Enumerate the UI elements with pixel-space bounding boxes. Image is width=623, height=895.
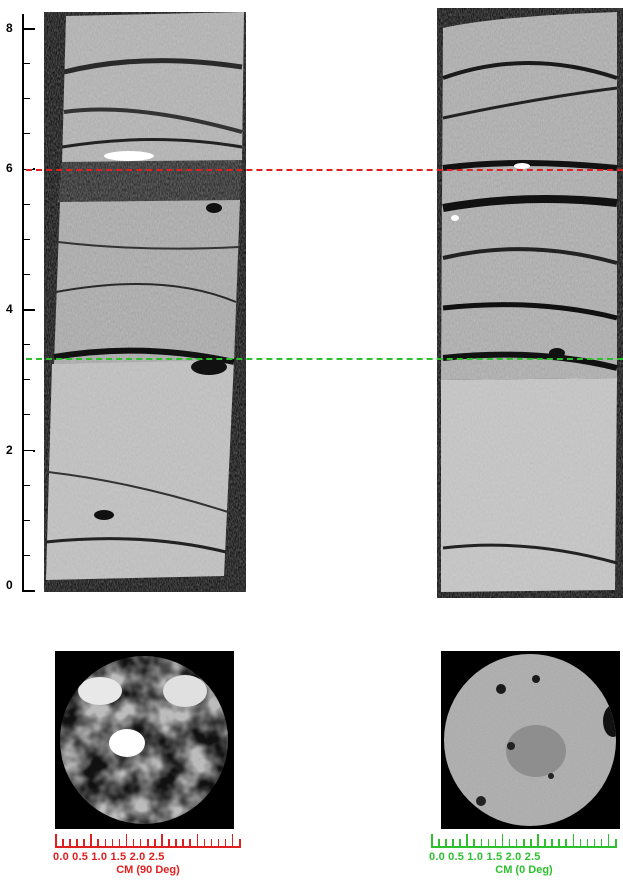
scale-tick xyxy=(189,839,191,847)
axis-tick xyxy=(22,238,30,240)
scale-tick xyxy=(224,839,227,847)
scale-bar-line xyxy=(431,846,617,848)
scale-tick xyxy=(203,839,206,847)
scale-tick xyxy=(97,839,99,847)
scale-tick xyxy=(196,834,199,847)
axis-dot xyxy=(33,309,35,311)
scale-tick xyxy=(494,839,497,847)
scale-tick xyxy=(558,839,560,847)
marker-line-green xyxy=(26,358,623,361)
scale-tick xyxy=(125,834,128,847)
tick-label-6: 6 xyxy=(6,161,13,175)
scale-tick xyxy=(83,839,85,847)
scale-bar-90-deg: 0.0 0.5 1.0 1.5 2.0 2.5 CM (90 Deg) xyxy=(53,829,243,884)
scale-tick xyxy=(147,839,149,847)
scale-tick xyxy=(139,839,142,847)
scale-tick xyxy=(175,839,177,847)
axis-tick xyxy=(22,28,34,30)
tick-label-0: 0 xyxy=(6,578,13,592)
scale-tick xyxy=(438,839,440,847)
scale-tick xyxy=(530,839,532,847)
scale-tick xyxy=(508,839,511,847)
axis-tick xyxy=(22,273,30,275)
scale-tick xyxy=(118,839,121,847)
scale-tick xyxy=(565,839,567,847)
axis-tick xyxy=(22,554,30,556)
scale-tick xyxy=(452,839,454,847)
scale-tick xyxy=(544,839,546,847)
axis-tick xyxy=(22,309,34,311)
scale-unit-label: CM (0 Deg) xyxy=(495,864,553,876)
scale-tick xyxy=(217,839,220,847)
scale-tick xyxy=(615,839,617,847)
scale-tick xyxy=(459,839,461,847)
scale-tick xyxy=(445,839,447,847)
scale-tick xyxy=(487,839,490,847)
scale-bar-0-deg: 0.0 0.5 1.0 1.5 2.0 2.5 CM (0 Deg) xyxy=(429,829,619,884)
scale-tick xyxy=(466,834,468,847)
axis-tick xyxy=(22,484,30,486)
scale-tick xyxy=(586,839,589,847)
scale-tick xyxy=(182,839,184,847)
tick-label-4: 4 xyxy=(6,302,13,316)
scale-tick xyxy=(239,839,241,847)
scale-tick xyxy=(600,839,603,847)
scale-tick xyxy=(501,834,504,847)
scale-tick xyxy=(111,839,114,847)
scale-bar-line xyxy=(55,846,241,848)
axis-tick xyxy=(22,203,30,205)
scale-tick xyxy=(210,839,213,847)
axis-dot xyxy=(33,590,35,592)
scale-tick xyxy=(55,834,57,847)
axis-tick xyxy=(22,519,30,521)
axis-tick xyxy=(22,98,30,100)
scale-tick xyxy=(537,834,539,847)
axis-dot xyxy=(33,450,35,452)
scale-tick xyxy=(572,834,575,847)
scale-tick-labels: 0.0 0.5 1.0 1.5 2.0 2.5 xyxy=(429,851,541,863)
scale-tick xyxy=(579,839,582,847)
axis-tick xyxy=(22,133,30,135)
scale-tick xyxy=(154,839,156,847)
scale-tick xyxy=(69,839,71,847)
axis-dot xyxy=(33,28,35,30)
scale-tick xyxy=(132,839,135,847)
scale-tick xyxy=(90,834,92,847)
core-image-0-deg xyxy=(437,8,623,598)
scale-tick xyxy=(161,834,163,847)
scale-tick xyxy=(515,839,518,847)
scale-tick-labels: 0.0 0.5 1.0 1.5 2.0 2.5 xyxy=(53,851,165,863)
cross-section-90-deg xyxy=(55,651,234,829)
tick-label-8: 8 xyxy=(6,21,13,35)
axis-tick xyxy=(22,590,34,592)
scale-tick xyxy=(523,839,525,847)
marker-line-red xyxy=(26,168,623,171)
axis-tick xyxy=(22,379,30,381)
scale-tick xyxy=(168,839,170,847)
scale-tick xyxy=(473,839,475,847)
scale-tick xyxy=(431,834,433,847)
scale-unit-label: CM (90 Deg) xyxy=(116,864,180,876)
axis-tick xyxy=(22,63,30,65)
tick-label-2: 2 xyxy=(6,443,13,457)
scale-tick xyxy=(551,839,553,847)
scale-tick xyxy=(607,834,610,847)
scale-tick xyxy=(593,839,596,847)
cross-section-0-deg xyxy=(441,651,620,829)
core-image-90-deg xyxy=(44,12,246,592)
scale-tick xyxy=(231,834,234,847)
axis-tick xyxy=(22,414,30,416)
scale-tick xyxy=(104,839,107,847)
axis-tick xyxy=(22,449,34,451)
scale-tick xyxy=(76,839,78,847)
scale-tick xyxy=(480,839,483,847)
axis-tick xyxy=(22,344,30,346)
axis-line xyxy=(22,14,24,592)
scale-tick xyxy=(62,839,64,847)
